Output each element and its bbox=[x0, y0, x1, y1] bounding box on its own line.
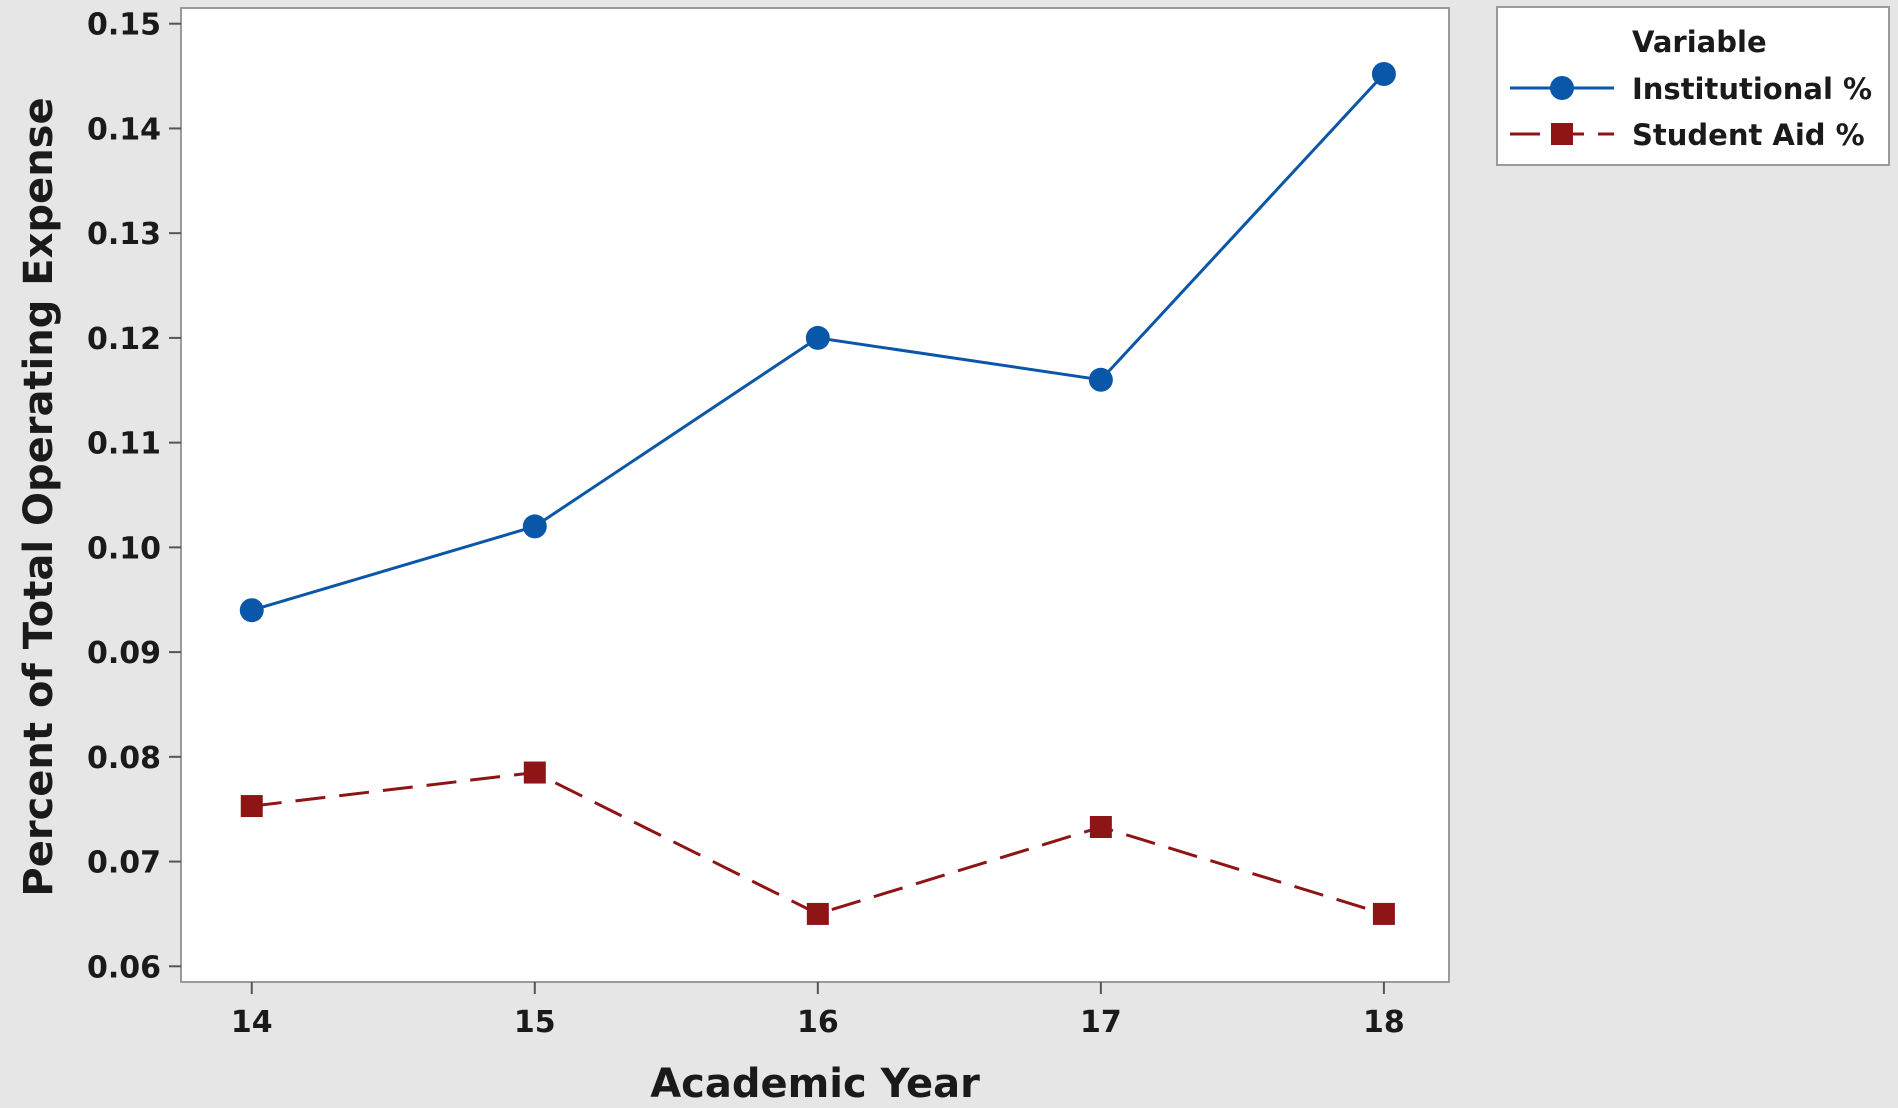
y-tick-label: 0.08 bbox=[87, 741, 161, 776]
series-layer bbox=[239, 61, 1396, 925]
legend-marker-student-aid bbox=[1551, 123, 1573, 145]
y-tick-label: 0.11 bbox=[87, 427, 161, 462]
data-point-institutional bbox=[805, 325, 830, 350]
x-axis-title: Academic Year bbox=[650, 1061, 980, 1107]
y-tick-label: 0.10 bbox=[87, 531, 161, 566]
data-point-student-aid bbox=[523, 761, 546, 784]
data-point-institutional bbox=[522, 514, 547, 539]
y-tick-label: 0.07 bbox=[87, 846, 161, 881]
data-point-institutional bbox=[239, 598, 264, 623]
y-tick-label: 0.13 bbox=[87, 217, 161, 252]
y-tick-label: 0.15 bbox=[87, 8, 161, 43]
data-point-student-aid bbox=[1372, 902, 1395, 925]
data-point-student-aid bbox=[240, 795, 263, 818]
legend: Variable Institutional % Student Aid % bbox=[1496, 6, 1890, 166]
y-tick-label: 0.06 bbox=[87, 950, 161, 985]
x-tick-label: 16 bbox=[797, 1005, 839, 1040]
y-tick-label: 0.09 bbox=[87, 636, 161, 671]
x-tick-label: 18 bbox=[1363, 1005, 1405, 1040]
x-axis: 14 15 16 17 18 bbox=[231, 982, 1405, 1040]
x-tick-label: 14 bbox=[231, 1005, 273, 1040]
legend-label-student-aid: Student Aid % bbox=[1632, 118, 1865, 152]
data-point-institutional bbox=[1371, 61, 1396, 86]
data-point-student-aid bbox=[1089, 815, 1112, 838]
y-tick-label: 0.12 bbox=[87, 322, 161, 357]
x-tick-label: 17 bbox=[1080, 1005, 1122, 1040]
legend-entry-student-aid: Student Aid % bbox=[1510, 118, 1865, 152]
data-point-institutional bbox=[1088, 367, 1113, 392]
x-tick-label: 15 bbox=[514, 1005, 556, 1040]
legend-label-institutional: Institutional % bbox=[1632, 72, 1872, 106]
y-tick-label: 0.14 bbox=[87, 112, 161, 147]
legend-entry-institutional: Institutional % bbox=[1510, 72, 1872, 106]
y-axis-title: Percent of Total Operating Expense bbox=[16, 97, 62, 896]
legend-title: Variable bbox=[1632, 25, 1767, 59]
data-point-student-aid bbox=[806, 902, 829, 925]
y-axis: 0.06 0.07 0.08 0.09 0.10 0.11 0.12 0.13 0.14 0.15 bbox=[87, 8, 181, 985]
legend-marker-institutional bbox=[1550, 76, 1574, 100]
plot-area bbox=[180, 7, 1450, 983]
